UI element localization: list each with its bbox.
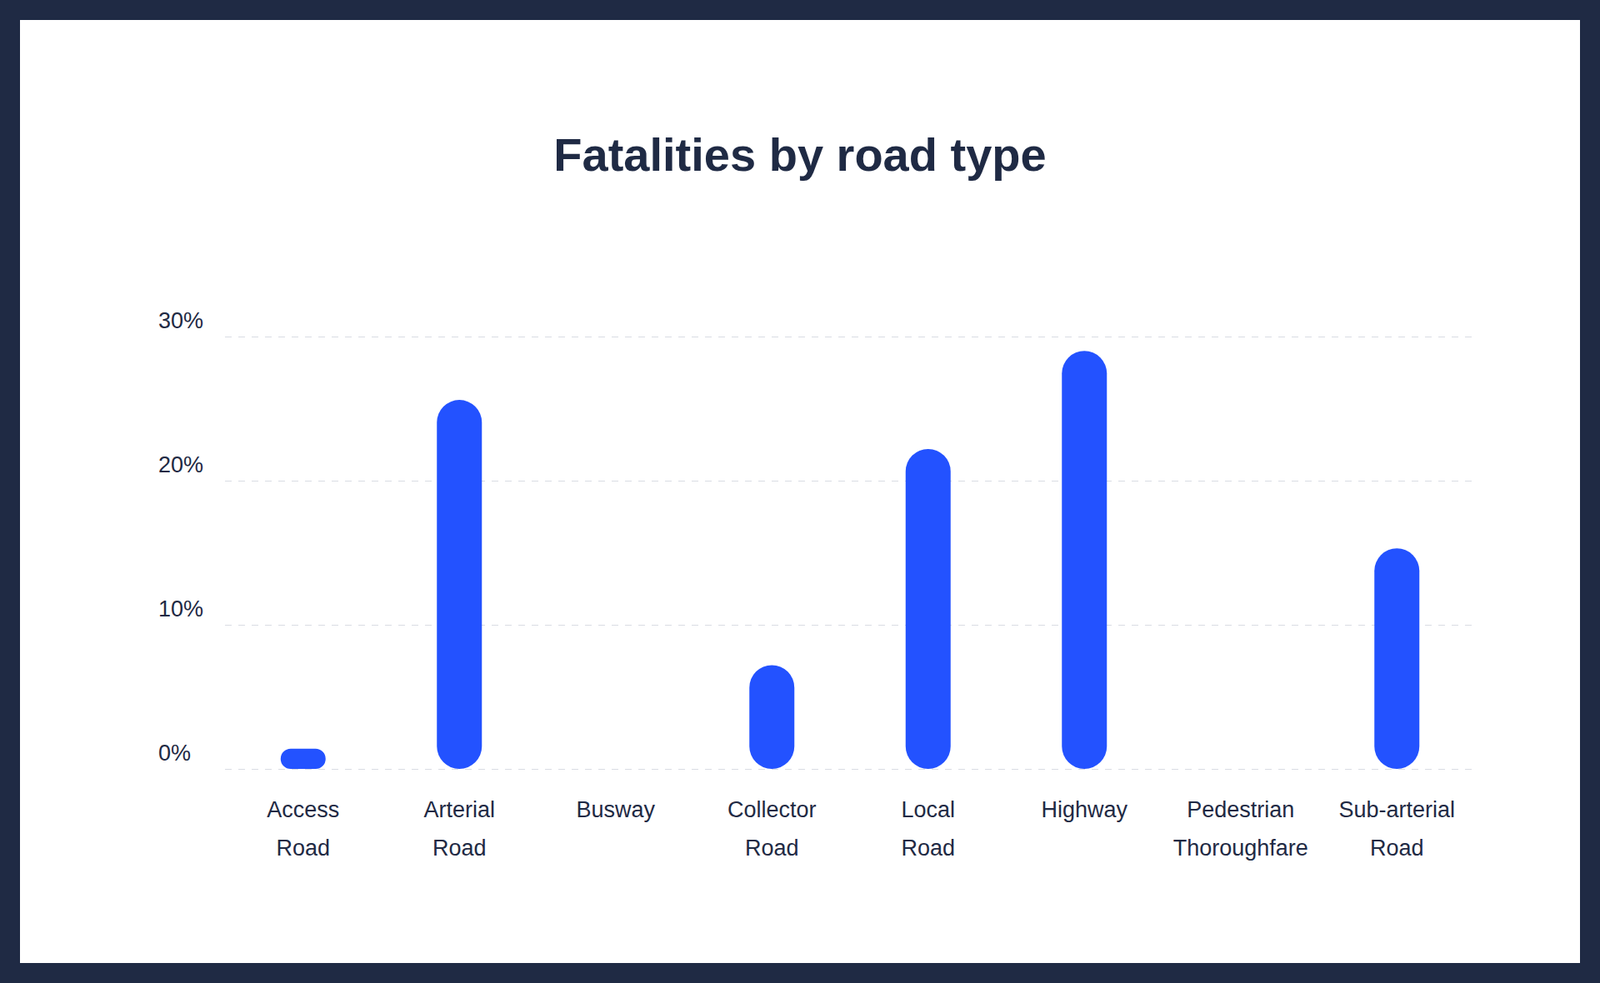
svg-text:Local: Local [900,797,955,823]
svg-text:Pedestrian: Pedestrian [1186,797,1295,823]
svg-text:Road: Road [900,835,955,861]
svg-text:Road: Road [432,835,487,861]
svg-text:Thoroughfare: Thoroughfare [1173,835,1309,861]
svg-text:30%: 30% [158,308,204,334]
svg-text:Sub-arterial: Sub-arterial [1338,797,1455,823]
svg-text:Road: Road [275,835,330,861]
svg-text:Collector: Collector [727,797,817,823]
svg-text:Road: Road [1370,835,1425,861]
svg-text:Fatalities by road type: Fatalities by road type [553,128,1046,181]
svg-text:Arterial: Arterial [423,797,495,823]
svg-text:Access: Access [266,797,340,823]
svg-text:Highway: Highway [1040,797,1128,823]
svg-text:20%: 20% [158,452,204,478]
svg-text:Road: Road [745,835,800,861]
svg-text:Busway: Busway [575,797,655,823]
svg-text:10%: 10% [158,596,204,622]
svg-text:0%: 0% [158,740,191,766]
